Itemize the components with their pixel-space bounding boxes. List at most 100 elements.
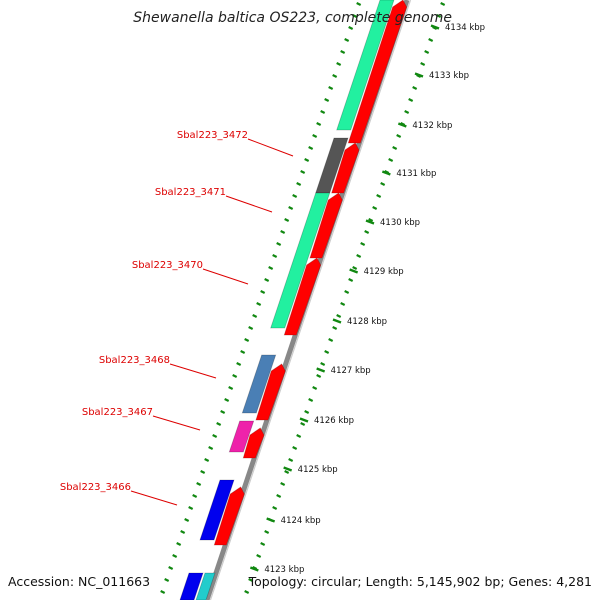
track-dot [204,458,210,462]
ruler-major-tick [349,268,359,274]
gene-label-leaders [130,138,294,506]
ruler-major-tick [365,219,375,225]
ruler-dot [280,482,286,486]
track-dot [280,230,286,234]
track-dot [232,374,238,378]
gene-label: Sbal223_3471 [155,187,226,198]
ruler-dot [364,230,370,234]
ruler-major-tick [266,517,276,523]
track-dot [308,146,314,150]
ruler-dot [256,554,262,558]
track-dot [328,86,334,90]
track-dot [296,182,302,186]
track-dot [180,530,186,534]
gene-label-leader [169,363,217,379]
ruler-dot [276,494,282,498]
track-dot [288,206,294,210]
ruler-dot [424,50,430,54]
ruler-major-tick [414,72,424,78]
track-dot [276,242,282,246]
track-dot [356,2,362,6]
ruler-tick-label: 4126 kbp [314,416,354,426]
track-dot [164,578,170,582]
ruler-dot [284,470,290,474]
gene-label-leader [202,268,249,285]
ruler-dot [292,446,298,450]
ruler-major-tick [397,122,407,128]
ruler-dot [392,146,398,150]
ruler-dot [348,278,354,282]
ruler-dot [288,458,294,462]
ruler-dot [376,194,382,198]
ruler-tick-labels: 4134 kbp 4133 kbp 4132 kbp 4131 kbp 4130 kbp… [249,23,485,575]
gene-label: Sbal223_3467 [82,407,153,418]
track-dot [340,50,346,54]
gene-red-arrow [331,142,360,194]
track-dot [352,14,358,18]
track-dot [312,134,318,138]
track-dot [336,62,342,66]
ruler-major-tick [381,170,391,176]
track-dot [348,26,354,30]
gene-green-mid [270,192,331,329]
track-dot [244,338,250,342]
track-dot [160,590,166,594]
gene-red-arrow [255,363,286,421]
track-dot [292,194,298,198]
gene-green-top [336,0,395,131]
gene-label-leader [225,195,273,213]
ruler-dot [312,386,318,390]
ruler-dot [332,326,338,330]
ruler-dotted-track [244,2,446,594]
ruler-dot [356,254,362,258]
ruler-dot [372,206,378,210]
ruler-dot [316,374,322,378]
ruler-dot [412,86,418,90]
track-dot [176,542,182,546]
gene-label: Sbal223_3468 [99,355,170,366]
gene-label: Sbal223_3466 [60,482,131,493]
track-dot [300,170,306,174]
ruler-tick-label: 4127 kbp [331,366,371,376]
ruler-dot [428,38,434,42]
track-dot [256,302,262,306]
track-dot [216,422,222,426]
ruler-tick-label: 4134 kbp [445,23,485,33]
track-dot [332,74,338,78]
ruler-dot [352,266,358,270]
gene-cyan-bottom [195,572,216,600]
ruler-dot [336,314,342,318]
ruler-major-tick [299,417,309,423]
gene-blue [199,479,235,541]
track-dot [268,266,274,270]
track-dot [316,122,322,126]
ruler-major-tick [332,318,342,324]
ruler-tick-label: 4124 kbp [281,516,321,526]
track-dot [248,326,254,330]
track-dot [220,410,226,414]
gene-steelblue [241,354,277,414]
ruler-tick-label: 4131 kbp [396,169,436,179]
track-dot [320,110,326,114]
track-dot [188,506,194,510]
ruler-tick-label: 4125 kbp [298,465,338,475]
ruler-major-tick [249,566,259,572]
gene-red-arrow [309,192,343,259]
accession-text: Accession: NC_011663 [8,574,151,589]
ruler-dot [408,98,414,102]
gene-red-arrow [347,0,408,144]
ruler-dot [308,398,314,402]
backbone-highlight [209,0,412,600]
gene-label-leader [247,138,294,157]
track-dot [240,350,246,354]
gene-blue-bottom [179,572,204,600]
track-dot [196,482,202,486]
ruler-dot [320,362,326,366]
ruler-dot [380,182,386,186]
ruler-dot [264,530,270,534]
ruler-dot [304,410,310,414]
ruler-dot [324,350,330,354]
track-dot [200,470,206,474]
ruler-major-tick [283,466,293,472]
